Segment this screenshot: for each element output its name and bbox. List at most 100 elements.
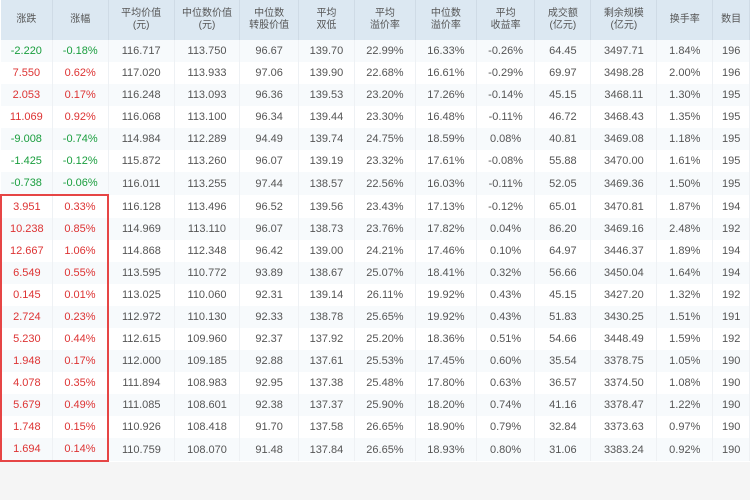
cell-c11: 1.05% bbox=[657, 350, 713, 372]
cell-c9: 51.83 bbox=[535, 306, 591, 328]
cell-c5: 137.37 bbox=[298, 394, 354, 416]
cell-c1: 1.06% bbox=[52, 240, 108, 262]
table-row[interactable]: 1.6940.14%110.759108.07091.48137.8426.65… bbox=[1, 438, 750, 461]
cell-c5: 139.74 bbox=[298, 128, 354, 150]
cell-c10: 3450.04 bbox=[591, 262, 657, 284]
col-header-c6[interactable]: 平均 溢价率 bbox=[354, 0, 415, 40]
cell-c4: 92.38 bbox=[240, 394, 299, 416]
cell-c2: 112.972 bbox=[108, 306, 174, 328]
cell-c10: 3469.08 bbox=[591, 128, 657, 150]
col-header-c0[interactable]: 涨跌 bbox=[1, 0, 52, 40]
cell-c11: 1.50% bbox=[657, 172, 713, 195]
col-header-c1[interactable]: 涨幅 bbox=[52, 0, 108, 40]
cell-c6: 25.20% bbox=[354, 328, 415, 350]
cell-c5: 137.58 bbox=[298, 416, 354, 438]
cell-c8: 0.51% bbox=[476, 328, 535, 350]
cell-c11: 1.08% bbox=[657, 372, 713, 394]
cell-c2: 117.020 bbox=[108, 62, 174, 84]
cell-c10: 3448.49 bbox=[591, 328, 657, 350]
cell-c2: 113.025 bbox=[108, 284, 174, 306]
col-header-c4[interactable]: 中位数 转股价值 bbox=[240, 0, 299, 40]
cell-c11: 2.48% bbox=[657, 218, 713, 240]
table-row[interactable]: -0.738-0.06%116.011113.25597.44138.5722.… bbox=[1, 172, 750, 195]
table-row[interactable]: 4.0780.35%111.894108.98392.95137.3825.48… bbox=[1, 372, 750, 394]
col-header-c5[interactable]: 平均 双低 bbox=[298, 0, 354, 40]
table-row[interactable]: 12.6671.06%114.868112.34896.42139.0024.2… bbox=[1, 240, 750, 262]
table-row[interactable]: 2.7240.23%112.972110.13092.33138.7825.65… bbox=[1, 306, 750, 328]
cell-c8: 0.43% bbox=[476, 284, 535, 306]
table-row[interactable]: 5.2300.44%112.615109.96092.37137.9225.20… bbox=[1, 328, 750, 350]
cell-c0: 7.550 bbox=[1, 62, 52, 84]
cell-c2: 116.248 bbox=[108, 84, 174, 106]
table-row[interactable]: 11.0690.92%116.068113.10096.34139.4423.3… bbox=[1, 106, 750, 128]
col-header-c2[interactable]: 平均价值 (元) bbox=[108, 0, 174, 40]
cell-c3: 108.983 bbox=[174, 372, 240, 394]
table-row[interactable]: 10.2380.85%114.969113.11096.07138.7323.7… bbox=[1, 218, 750, 240]
col-header-c10[interactable]: 剩余规模 (亿元) bbox=[591, 0, 657, 40]
cell-c0: -1.425 bbox=[1, 150, 52, 172]
cell-c10: 3383.24 bbox=[591, 438, 657, 461]
cell-c12: 194 bbox=[713, 195, 750, 218]
table-row[interactable]: -9.008-0.74%114.984112.28994.49139.7424.… bbox=[1, 128, 750, 150]
cell-c3: 113.093 bbox=[174, 84, 240, 106]
col-header-c12[interactable]: 数目 bbox=[713, 0, 750, 40]
cell-c7: 18.93% bbox=[415, 438, 476, 461]
cell-c0: 12.667 bbox=[1, 240, 52, 262]
cell-c1: 0.15% bbox=[52, 416, 108, 438]
cell-c1: -0.18% bbox=[52, 40, 108, 62]
cell-c8: 0.80% bbox=[476, 438, 535, 461]
cell-c8: -0.12% bbox=[476, 195, 535, 218]
cell-c5: 139.19 bbox=[298, 150, 354, 172]
cell-c12: 192 bbox=[713, 284, 750, 306]
table-row[interactable]: 2.0530.17%116.248113.09396.36139.5323.20… bbox=[1, 84, 750, 106]
table-row[interactable]: -2.220-0.18%116.717113.75096.67139.7022.… bbox=[1, 40, 750, 62]
table-row[interactable]: 6.5490.55%113.595110.77293.89138.6725.07… bbox=[1, 262, 750, 284]
col-header-c8[interactable]: 平均 收益率 bbox=[476, 0, 535, 40]
table-row[interactable]: 7.5500.62%117.020113.93397.06139.9022.68… bbox=[1, 62, 750, 84]
table-row[interactable]: 0.1450.01%113.025110.06092.31139.1426.11… bbox=[1, 284, 750, 306]
cell-c3: 109.960 bbox=[174, 328, 240, 350]
cell-c5: 137.84 bbox=[298, 438, 354, 461]
cell-c6: 23.32% bbox=[354, 150, 415, 172]
cell-c3: 108.070 bbox=[174, 438, 240, 461]
cell-c11: 1.51% bbox=[657, 306, 713, 328]
cell-c9: 86.20 bbox=[535, 218, 591, 240]
cell-c9: 56.66 bbox=[535, 262, 591, 284]
cell-c7: 16.33% bbox=[415, 40, 476, 62]
cell-c3: 110.772 bbox=[174, 262, 240, 284]
cell-c4: 92.33 bbox=[240, 306, 299, 328]
cell-c11: 1.89% bbox=[657, 240, 713, 262]
col-header-c11[interactable]: 换手率 bbox=[657, 0, 713, 40]
col-header-c7[interactable]: 中位数 溢价率 bbox=[415, 0, 476, 40]
cell-c10: 3378.75 bbox=[591, 350, 657, 372]
cell-c4: 92.95 bbox=[240, 372, 299, 394]
cell-c2: 116.717 bbox=[108, 40, 174, 62]
cell-c1: 0.17% bbox=[52, 84, 108, 106]
table-row[interactable]: 1.7480.15%110.926108.41891.70137.5826.65… bbox=[1, 416, 750, 438]
cell-c1: -0.74% bbox=[52, 128, 108, 150]
cell-c5: 138.57 bbox=[298, 172, 354, 195]
cell-c12: 195 bbox=[713, 172, 750, 195]
cell-c10: 3469.16 bbox=[591, 218, 657, 240]
cell-c2: 114.969 bbox=[108, 218, 174, 240]
cell-c7: 17.45% bbox=[415, 350, 476, 372]
cell-c2: 111.894 bbox=[108, 372, 174, 394]
cell-c4: 96.07 bbox=[240, 218, 299, 240]
cell-c3: 113.750 bbox=[174, 40, 240, 62]
col-header-c3[interactable]: 中位数价值 (元) bbox=[174, 0, 240, 40]
table-row[interactable]: -1.425-0.12%115.872113.26096.07139.1923.… bbox=[1, 150, 750, 172]
cell-c9: 46.72 bbox=[535, 106, 591, 128]
cell-c8: -0.08% bbox=[476, 150, 535, 172]
col-header-c9[interactable]: 成交额 (亿元) bbox=[535, 0, 591, 40]
cell-c8: 0.43% bbox=[476, 306, 535, 328]
cell-c5: 139.44 bbox=[298, 106, 354, 128]
cell-c6: 25.65% bbox=[354, 306, 415, 328]
table-row[interactable]: 5.6790.49%111.085108.60192.38137.3725.90… bbox=[1, 394, 750, 416]
cell-c12: 196 bbox=[713, 62, 750, 84]
table-row[interactable]: 3.9510.33%116.128113.49696.52139.5623.43… bbox=[1, 195, 750, 218]
cell-c2: 111.085 bbox=[108, 394, 174, 416]
cell-c12: 196 bbox=[713, 40, 750, 62]
cell-c0: 3.951 bbox=[1, 195, 52, 218]
table-row[interactable]: 1.9480.17%112.000109.18592.88137.6125.53… bbox=[1, 350, 750, 372]
cell-c11: 1.30% bbox=[657, 84, 713, 106]
